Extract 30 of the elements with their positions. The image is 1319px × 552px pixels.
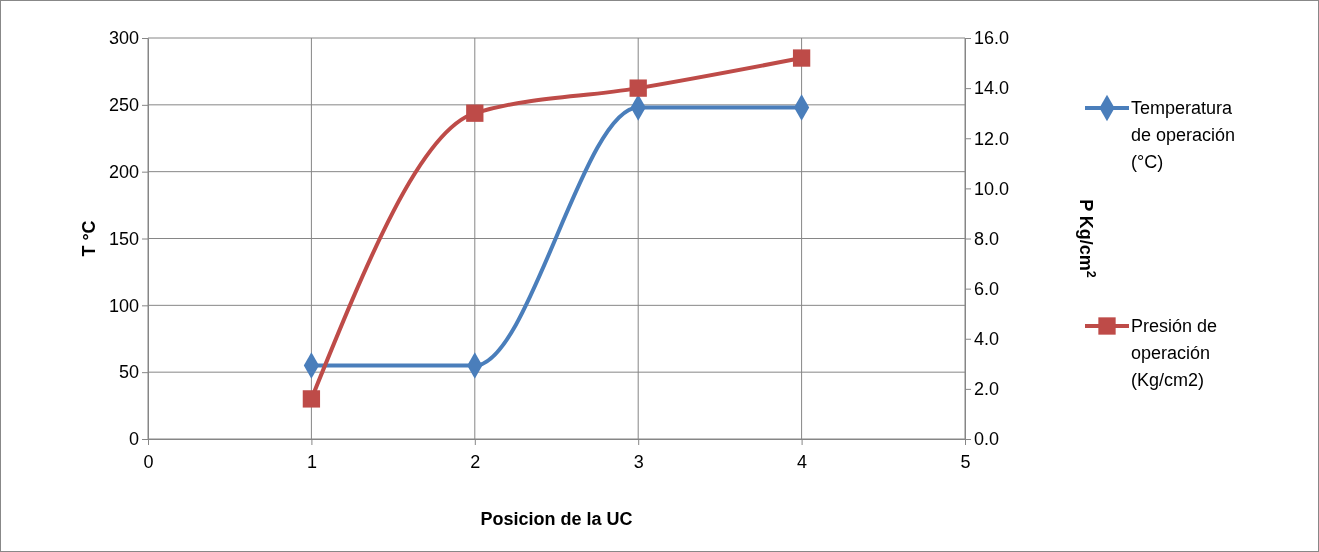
legend-label: Temperatura de operación (°C) <box>1131 98 1236 172</box>
y2-tick-label: 16.0 <box>974 28 1010 49</box>
y-tick-label: 100 <box>108 295 139 316</box>
y-tick-label: 250 <box>108 95 139 116</box>
x-tick-label: 3 <box>633 451 644 472</box>
point <box>466 104 484 122</box>
y-tick-label: 300 <box>108 28 139 49</box>
y-tick-label: 150 <box>108 228 139 249</box>
y2-tick-label: 0.0 <box>974 429 1000 450</box>
y2-tick-label: 14.0 <box>974 78 1010 99</box>
point <box>302 390 321 408</box>
point <box>792 49 811 67</box>
x-tick-label: 0 <box>143 451 154 472</box>
y2-tick-label: 4.0 <box>974 329 1000 350</box>
x-tick-label: 1 <box>306 451 317 472</box>
x-tick-label: 4 <box>797 451 808 472</box>
legend-label: Presión de operación (Kg/cm2) <box>1131 316 1218 390</box>
y-tick-label: 200 <box>108 161 139 182</box>
y2-tick-label: 8.0 <box>974 228 1000 249</box>
x-axis-title: Posicion de la UC <box>480 509 633 529</box>
y2-tick-label: 6.0 <box>974 278 1000 299</box>
y-tick-label: 0 <box>128 429 139 450</box>
y2-tick-label: 2.0 <box>974 379 1000 400</box>
y-axis-title: T °C <box>79 220 99 257</box>
x-tick-label: 2 <box>470 451 481 472</box>
x-tick-label: 5 <box>960 451 971 472</box>
y2-tick-label: 10.0 <box>974 178 1010 199</box>
y2-tick-label: 12.0 <box>974 128 1010 149</box>
y-tick-label: 50 <box>118 362 139 383</box>
point <box>629 79 647 97</box>
